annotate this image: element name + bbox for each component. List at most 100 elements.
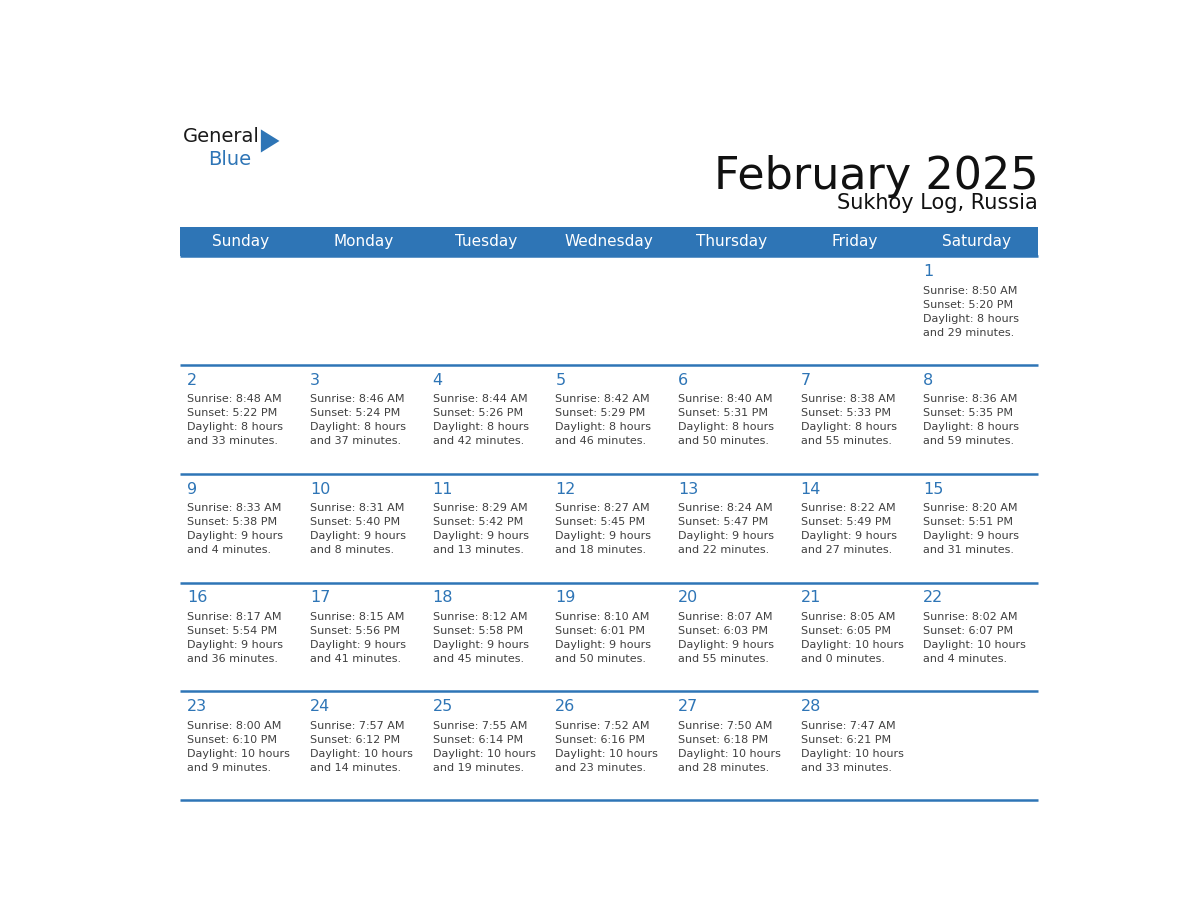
Text: 16: 16	[188, 590, 208, 605]
Text: 20: 20	[678, 590, 699, 605]
Text: 22: 22	[923, 590, 943, 605]
Text: 1: 1	[923, 264, 934, 279]
Text: 26: 26	[555, 699, 575, 714]
Text: Saturday: Saturday	[942, 234, 1011, 250]
Text: 5: 5	[555, 373, 565, 388]
Text: 7: 7	[801, 373, 810, 388]
Polygon shape	[261, 129, 279, 152]
Bar	[548, 474, 670, 583]
Text: Sunrise: 7:57 AM
Sunset: 6:12 PM
Daylight: 10 hours
and 14 minutes.: Sunrise: 7:57 AM Sunset: 6:12 PM Dayligh…	[310, 721, 412, 773]
Text: 18: 18	[432, 590, 453, 605]
Bar	[302, 256, 425, 365]
Bar	[179, 691, 302, 800]
Bar	[670, 256, 792, 365]
Bar	[548, 256, 670, 365]
Bar	[792, 691, 916, 800]
Bar	[179, 583, 302, 691]
Text: 25: 25	[432, 699, 453, 714]
Text: Sunrise: 8:15 AM
Sunset: 5:56 PM
Daylight: 9 hours
and 41 minutes.: Sunrise: 8:15 AM Sunset: 5:56 PM Dayligh…	[310, 612, 406, 664]
Bar	[916, 474, 1038, 583]
Bar	[792, 256, 916, 365]
Text: 27: 27	[678, 699, 699, 714]
Text: 21: 21	[801, 590, 821, 605]
Text: 4: 4	[432, 373, 443, 388]
Text: Sunrise: 8:29 AM
Sunset: 5:42 PM
Daylight: 9 hours
and 13 minutes.: Sunrise: 8:29 AM Sunset: 5:42 PM Dayligh…	[432, 503, 529, 555]
Text: Sunrise: 7:50 AM
Sunset: 6:18 PM
Daylight: 10 hours
and 28 minutes.: Sunrise: 7:50 AM Sunset: 6:18 PM Dayligh…	[678, 721, 781, 773]
Text: 12: 12	[555, 482, 576, 497]
Text: 11: 11	[432, 482, 453, 497]
Text: Sunrise: 7:52 AM
Sunset: 6:16 PM
Daylight: 10 hours
and 23 minutes.: Sunrise: 7:52 AM Sunset: 6:16 PM Dayligh…	[555, 721, 658, 773]
Text: 28: 28	[801, 699, 821, 714]
Bar	[916, 583, 1038, 691]
Bar	[302, 583, 425, 691]
Text: Sunrise: 8:22 AM
Sunset: 5:49 PM
Daylight: 9 hours
and 27 minutes.: Sunrise: 8:22 AM Sunset: 5:49 PM Dayligh…	[801, 503, 897, 555]
Text: Sunrise: 8:00 AM
Sunset: 6:10 PM
Daylight: 10 hours
and 9 minutes.: Sunrise: 8:00 AM Sunset: 6:10 PM Dayligh…	[188, 721, 290, 773]
Text: Sunrise: 8:50 AM
Sunset: 5:20 PM
Daylight: 8 hours
and 29 minutes.: Sunrise: 8:50 AM Sunset: 5:20 PM Dayligh…	[923, 285, 1019, 338]
Bar	[548, 365, 670, 474]
Text: Sunrise: 8:31 AM
Sunset: 5:40 PM
Daylight: 9 hours
and 8 minutes.: Sunrise: 8:31 AM Sunset: 5:40 PM Dayligh…	[310, 503, 406, 555]
Bar	[425, 474, 548, 583]
Text: 9: 9	[188, 482, 197, 497]
Bar	[548, 691, 670, 800]
Bar	[670, 365, 792, 474]
Bar	[179, 256, 302, 365]
Text: General: General	[183, 127, 260, 146]
Text: Sunday: Sunday	[213, 234, 270, 250]
Text: 6: 6	[678, 373, 688, 388]
Text: 17: 17	[310, 590, 330, 605]
Text: Sunrise: 8:38 AM
Sunset: 5:33 PM
Daylight: 8 hours
and 55 minutes.: Sunrise: 8:38 AM Sunset: 5:33 PM Dayligh…	[801, 395, 897, 446]
Bar	[302, 365, 425, 474]
Text: 19: 19	[555, 590, 576, 605]
Text: 3: 3	[310, 373, 320, 388]
Text: Blue: Blue	[208, 151, 252, 169]
Text: 8: 8	[923, 373, 934, 388]
Bar	[179, 474, 302, 583]
Bar	[425, 583, 548, 691]
Bar	[425, 256, 548, 365]
Text: Sunrise: 8:20 AM
Sunset: 5:51 PM
Daylight: 9 hours
and 31 minutes.: Sunrise: 8:20 AM Sunset: 5:51 PM Dayligh…	[923, 503, 1019, 555]
Text: Sunrise: 8:33 AM
Sunset: 5:38 PM
Daylight: 9 hours
and 4 minutes.: Sunrise: 8:33 AM Sunset: 5:38 PM Dayligh…	[188, 503, 283, 555]
Bar	[670, 691, 792, 800]
Text: 23: 23	[188, 699, 208, 714]
Text: Sunrise: 8:40 AM
Sunset: 5:31 PM
Daylight: 8 hours
and 50 minutes.: Sunrise: 8:40 AM Sunset: 5:31 PM Dayligh…	[678, 395, 773, 446]
Bar	[792, 474, 916, 583]
Bar	[179, 365, 302, 474]
Bar	[179, 227, 1038, 256]
Bar	[916, 365, 1038, 474]
Bar	[425, 365, 548, 474]
Text: Sunrise: 8:42 AM
Sunset: 5:29 PM
Daylight: 8 hours
and 46 minutes.: Sunrise: 8:42 AM Sunset: 5:29 PM Dayligh…	[555, 395, 651, 446]
Bar	[548, 583, 670, 691]
Text: Sunrise: 8:24 AM
Sunset: 5:47 PM
Daylight: 9 hours
and 22 minutes.: Sunrise: 8:24 AM Sunset: 5:47 PM Dayligh…	[678, 503, 773, 555]
Text: 10: 10	[310, 482, 330, 497]
Text: 14: 14	[801, 482, 821, 497]
Bar	[916, 256, 1038, 365]
Text: Wednesday: Wednesday	[564, 234, 653, 250]
Bar	[302, 474, 425, 583]
Bar	[792, 583, 916, 691]
Bar	[302, 691, 425, 800]
Text: Friday: Friday	[830, 234, 878, 250]
Text: Sunrise: 8:02 AM
Sunset: 6:07 PM
Daylight: 10 hours
and 4 minutes.: Sunrise: 8:02 AM Sunset: 6:07 PM Dayligh…	[923, 612, 1026, 664]
Text: Sunrise: 8:36 AM
Sunset: 5:35 PM
Daylight: 8 hours
and 59 minutes.: Sunrise: 8:36 AM Sunset: 5:35 PM Dayligh…	[923, 395, 1019, 446]
Text: Tuesday: Tuesday	[455, 234, 517, 250]
Text: Sunrise: 7:47 AM
Sunset: 6:21 PM
Daylight: 10 hours
and 33 minutes.: Sunrise: 7:47 AM Sunset: 6:21 PM Dayligh…	[801, 721, 904, 773]
Bar	[670, 583, 792, 691]
Text: Sunrise: 8:05 AM
Sunset: 6:05 PM
Daylight: 10 hours
and 0 minutes.: Sunrise: 8:05 AM Sunset: 6:05 PM Dayligh…	[801, 612, 904, 664]
Text: Sunrise: 8:44 AM
Sunset: 5:26 PM
Daylight: 8 hours
and 42 minutes.: Sunrise: 8:44 AM Sunset: 5:26 PM Dayligh…	[432, 395, 529, 446]
Text: Sunrise: 8:17 AM
Sunset: 5:54 PM
Daylight: 9 hours
and 36 minutes.: Sunrise: 8:17 AM Sunset: 5:54 PM Dayligh…	[188, 612, 283, 664]
Bar	[425, 691, 548, 800]
Text: Sunrise: 8:46 AM
Sunset: 5:24 PM
Daylight: 8 hours
and 37 minutes.: Sunrise: 8:46 AM Sunset: 5:24 PM Dayligh…	[310, 395, 406, 446]
Bar	[792, 365, 916, 474]
Text: Sukhoy Log, Russia: Sukhoy Log, Russia	[838, 194, 1038, 213]
Bar	[670, 474, 792, 583]
Text: 2: 2	[188, 373, 197, 388]
Text: 24: 24	[310, 699, 330, 714]
Text: Monday: Monday	[334, 234, 393, 250]
Text: Sunrise: 8:12 AM
Sunset: 5:58 PM
Daylight: 9 hours
and 45 minutes.: Sunrise: 8:12 AM Sunset: 5:58 PM Dayligh…	[432, 612, 529, 664]
Text: Sunrise: 8:48 AM
Sunset: 5:22 PM
Daylight: 8 hours
and 33 minutes.: Sunrise: 8:48 AM Sunset: 5:22 PM Dayligh…	[188, 395, 283, 446]
Text: 13: 13	[678, 482, 699, 497]
Bar	[916, 691, 1038, 800]
Text: Thursday: Thursday	[696, 234, 767, 250]
Text: Sunrise: 7:55 AM
Sunset: 6:14 PM
Daylight: 10 hours
and 19 minutes.: Sunrise: 7:55 AM Sunset: 6:14 PM Dayligh…	[432, 721, 536, 773]
Text: Sunrise: 8:07 AM
Sunset: 6:03 PM
Daylight: 9 hours
and 55 minutes.: Sunrise: 8:07 AM Sunset: 6:03 PM Dayligh…	[678, 612, 773, 664]
